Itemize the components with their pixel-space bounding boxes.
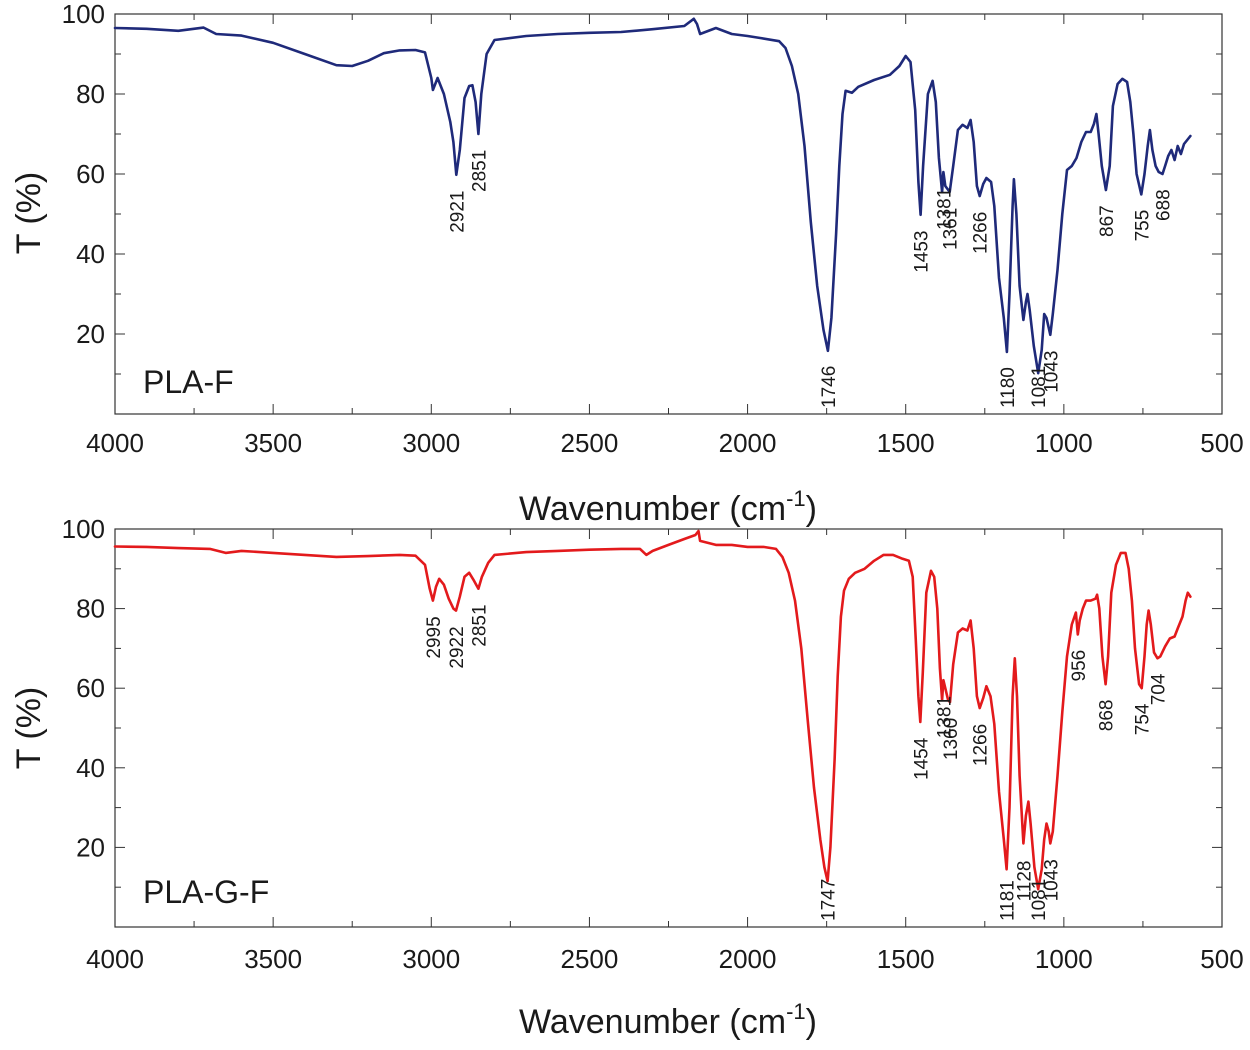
peak-label-755: 755	[1132, 210, 1153, 242]
peak-label-1381: 1381	[934, 696, 955, 738]
peak-label-868: 868	[1097, 699, 1118, 731]
peak-label-2851: 2851	[469, 150, 490, 192]
x-tick-label: 500	[1200, 428, 1243, 458]
x-tick-label: 4000	[86, 944, 144, 974]
peak-label-1454: 1454	[911, 737, 932, 780]
y-tick-label: 60	[76, 673, 105, 703]
peak-label-2995: 2995	[424, 616, 445, 658]
peak-label-2922: 2922	[447, 626, 468, 668]
y-tick-label: 60	[76, 159, 105, 189]
x-tick-label: 1000	[1035, 944, 1093, 974]
y-tick-label: 40	[76, 753, 105, 783]
axis-ticks	[114, 529, 1223, 927]
panel-pla-f: 4000 3500 3000 2500 2000 1500 1000 500 20 40 60 80…	[10, 0, 1244, 528]
y-tick-label: 20	[76, 832, 105, 862]
x-tick-label: 2500	[561, 944, 619, 974]
peak-label-1180: 1180	[998, 367, 1019, 408]
x-tick-label: 1000	[1035, 428, 1093, 458]
y-axis-title: T (%)	[10, 172, 48, 254]
y-tick-label: 40	[76, 239, 105, 269]
x-tick-label: 500	[1200, 944, 1243, 974]
x-axis-title: Wavenumber (cm-1)	[519, 999, 817, 1041]
x-tick-label: 2000	[719, 944, 777, 974]
x-tick-label: 3000	[402, 944, 460, 974]
x-tick-label: 3000	[402, 428, 460, 458]
x-axis-title-base: Wavenumber (cm	[519, 1003, 786, 1041]
x-axis-title-base: Wavenumber (cm	[519, 490, 786, 528]
x-axis-title-sup: -1	[786, 999, 806, 1024]
peak-label-1266: 1266	[971, 212, 992, 254]
peak-label-1043: 1043	[1041, 859, 1062, 901]
y-tick-label: 100	[62, 0, 105, 29]
peak-label-1081: 1081	[1029, 879, 1050, 921]
peak-label-1453: 1453	[912, 231, 933, 273]
peak-label-1360: 1360	[941, 718, 962, 760]
sample-label: PLA-G-F	[143, 874, 269, 910]
peak-label-754: 754	[1133, 703, 1154, 735]
peak-label-1746: 1746	[819, 366, 840, 408]
x-tick-label: 2000	[719, 428, 777, 458]
peak-label-1181: 1181	[998, 880, 1019, 921]
y-axis-title: T (%)	[10, 687, 48, 769]
x-tick-label: 4000	[86, 428, 144, 458]
spectrum-line-pla-f	[113, 17, 1192, 375]
peak-label-688: 688	[1154, 189, 1175, 221]
peak-label-1266: 1266	[971, 724, 992, 766]
x-axis-title-close: )	[806, 490, 817, 528]
peak-label-867: 867	[1097, 205, 1118, 237]
spectrum-line-pla-g-f	[113, 529, 1192, 891]
y-tick-labels: 20 40 60 80 100	[62, 0, 105, 349]
y-tick-label: 80	[76, 79, 105, 109]
peak-label-956: 956	[1069, 650, 1090, 682]
panel-pla-g-f: 4000 3500 3000 2500 2000 1500 1000 500 20 40 60 80…	[10, 514, 1244, 1041]
peak-label-1747: 1747	[819, 879, 840, 921]
x-tick-label: 3500	[244, 944, 302, 974]
y-tick-label: 20	[76, 319, 105, 349]
peak-label-2851: 2851	[469, 604, 490, 646]
peak-label-1081: 1081	[1029, 366, 1050, 408]
x-axis-title: Wavenumber (cm-1)	[519, 486, 817, 528]
x-axis-title-sup: -1	[786, 486, 806, 511]
x-tick-labels: 4000 3500 3000 2500 2000 1500 1000 500	[86, 944, 1244, 974]
axis-ticks	[114, 14, 1223, 414]
x-tick-label: 1500	[877, 428, 935, 458]
peak-label-1043: 1043	[1041, 351, 1062, 393]
peak-label-2921: 2921	[447, 191, 468, 233]
peak-label-1361: 1361	[941, 208, 962, 250]
x-tick-label: 3500	[244, 428, 302, 458]
y-tick-labels: 20 40 60 80 100	[62, 514, 105, 862]
x-tick-labels: 4000 3500 3000 2500 2000 1500 1000 500	[86, 428, 1244, 458]
y-tick-label: 80	[76, 594, 105, 624]
x-tick-label: 1500	[877, 944, 935, 974]
x-tick-label: 2500	[561, 428, 619, 458]
y-tick-label: 100	[62, 514, 105, 544]
peak-label-1128: 1128	[1014, 861, 1035, 902]
peak-label-1381: 1381	[934, 188, 955, 230]
peak-label-704: 704	[1149, 673, 1170, 705]
x-axis-title-close: )	[806, 1003, 817, 1041]
sample-label: PLA-F	[143, 364, 234, 400]
